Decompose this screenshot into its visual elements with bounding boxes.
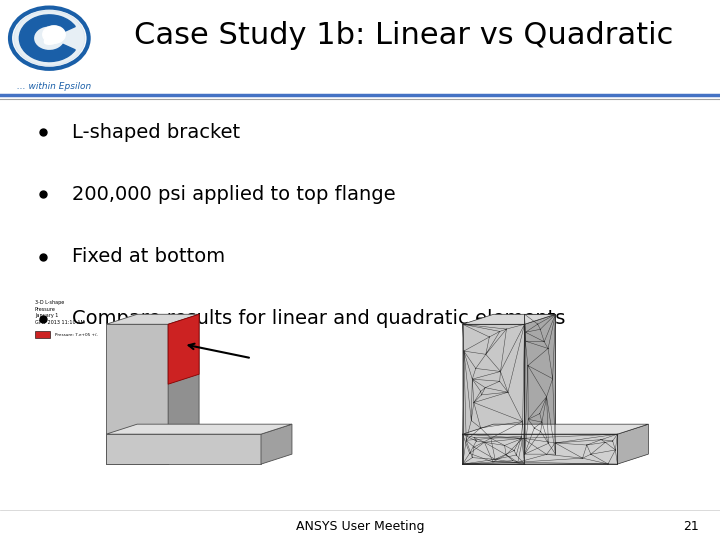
Polygon shape [463,424,649,434]
Circle shape [42,26,66,43]
Wedge shape [19,15,76,62]
Polygon shape [168,314,199,384]
Text: ε: ε [42,26,56,50]
Text: Fixed at bottom: Fixed at bottom [72,247,225,266]
Polygon shape [168,314,199,464]
Polygon shape [525,314,556,464]
Text: 3-D L-shape
Pressure
January 1
GMT 2013 11:10 AM: 3-D L-shape Pressure January 1 GMT 2013 … [35,300,85,325]
Polygon shape [463,324,525,464]
Polygon shape [618,424,649,464]
Text: Case Study 1b: Linear vs Quadratic: Case Study 1b: Linear vs Quadratic [133,21,673,50]
Polygon shape [107,314,199,324]
Text: Pressure: 7.e+05 +/-: Pressure: 7.e+05 +/- [55,333,98,337]
Text: ANSYS User Meeting: ANSYS User Meeting [296,520,424,533]
Polygon shape [463,314,556,324]
Circle shape [14,10,85,66]
Text: Compare results for linear and quadratic elements: Compare results for linear and quadratic… [72,309,565,328]
Polygon shape [107,324,168,464]
Polygon shape [107,424,292,434]
Text: ... within Epsilon: ... within Epsilon [17,82,91,91]
Polygon shape [107,434,261,464]
Text: L-shaped bracket: L-shaped bracket [72,123,240,142]
Bar [35,331,50,338]
Text: 21: 21 [683,520,698,533]
Polygon shape [463,434,618,464]
Text: 200,000 psi applied to top flange: 200,000 psi applied to top flange [72,185,395,204]
Polygon shape [261,424,292,464]
